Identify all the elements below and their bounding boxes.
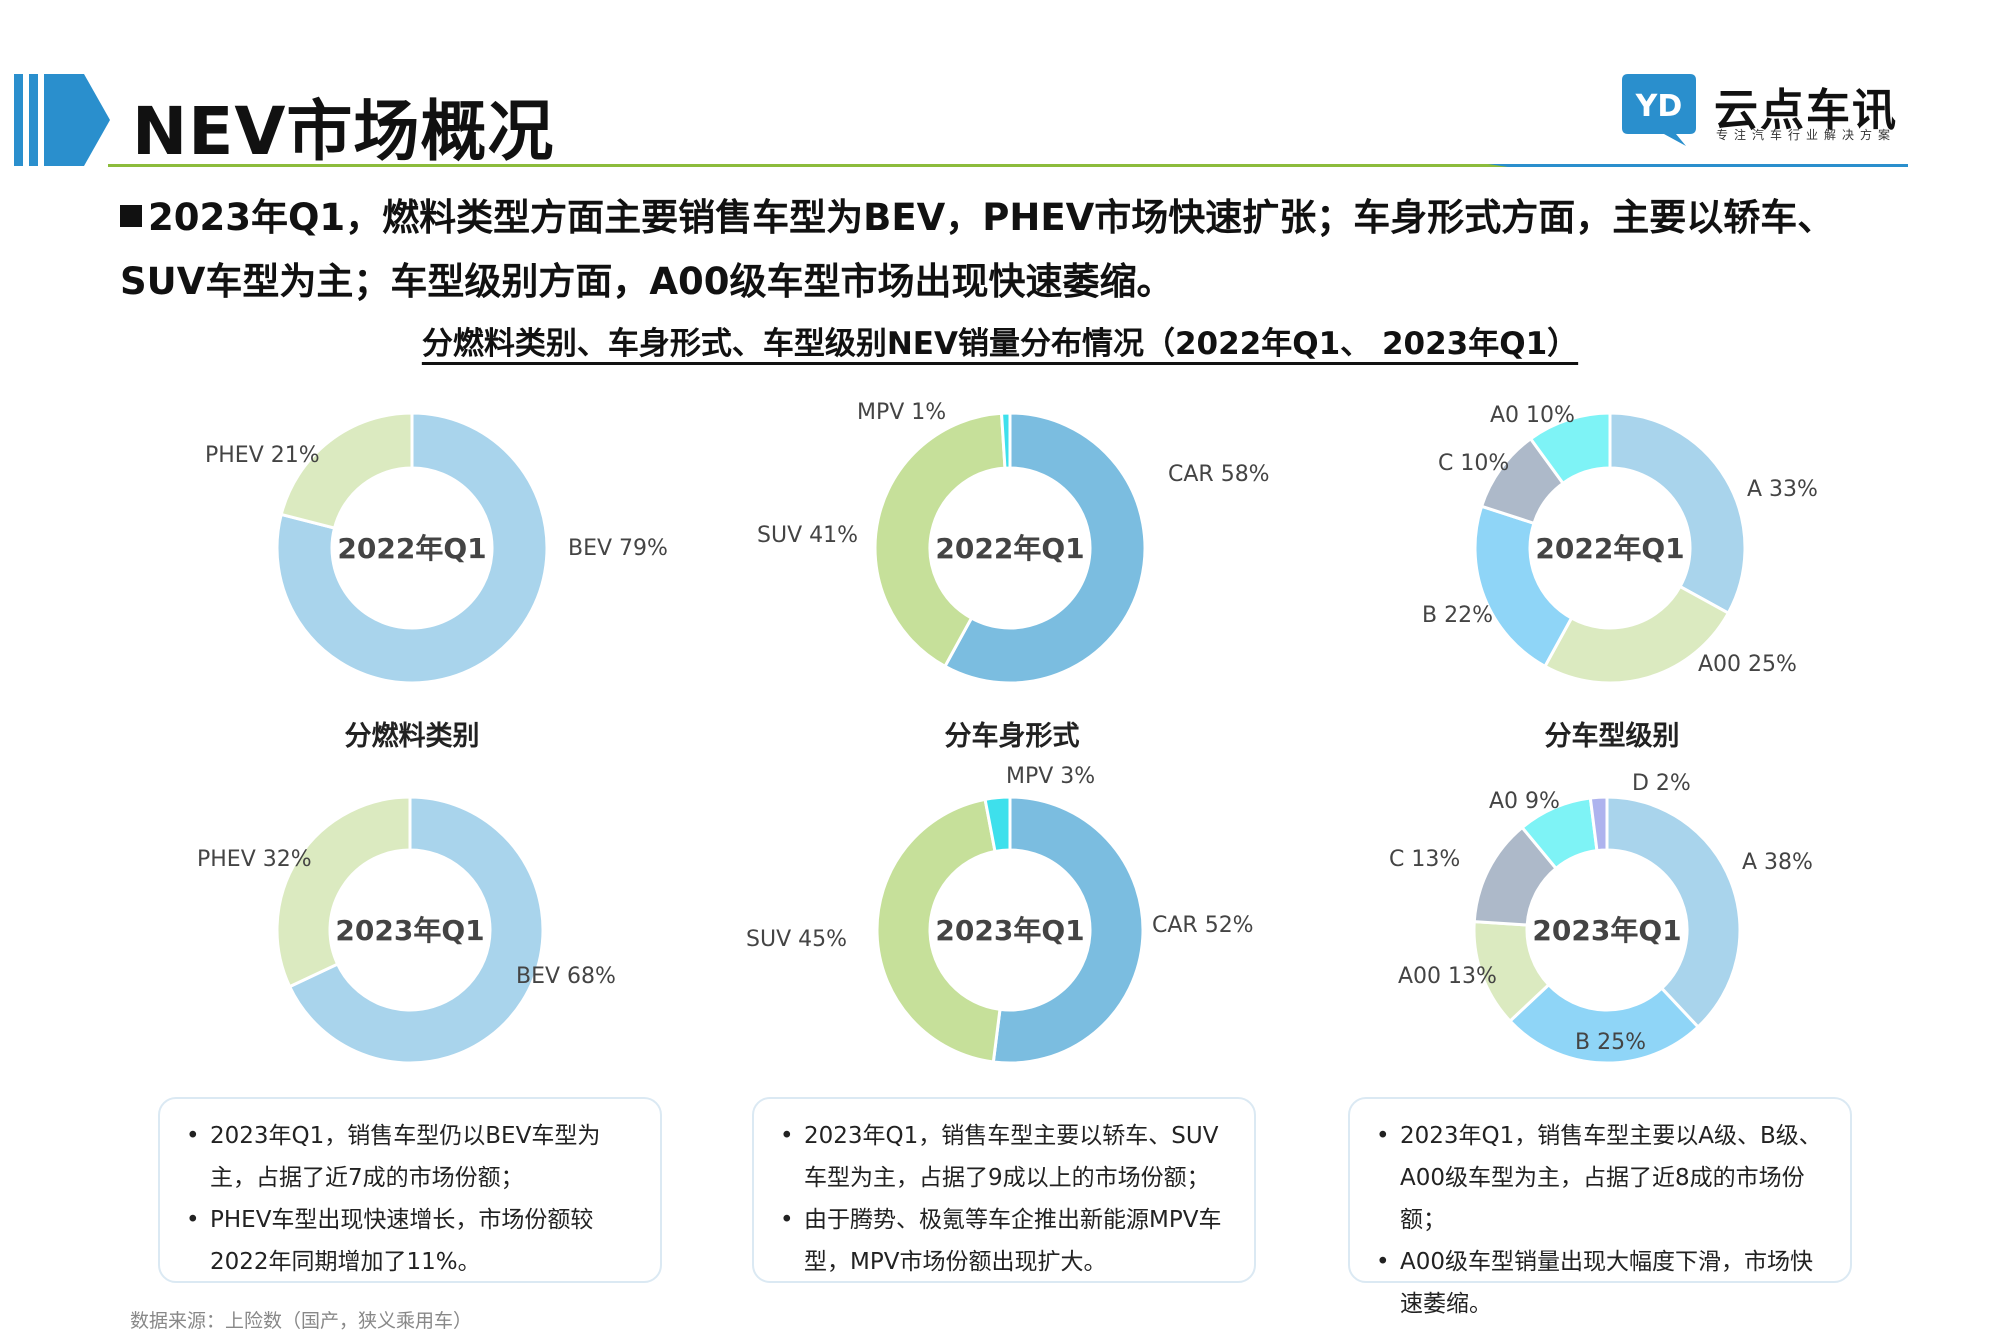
slice-label-a0: A0 9% xyxy=(1489,789,1560,814)
figure-title: 分燃料类别、车身形式、车型级别NEV销量分布情况（2022年Q1、 2023年Q… xyxy=(0,318,2000,363)
note-item: 2023年Q1，销售车型主要以轿车、SUV车型为主，占据了9成以上的市场份额； xyxy=(780,1115,1236,1199)
brand-logo-text: YD xyxy=(1635,89,1683,124)
donut-center-label: 2022年Q1 xyxy=(337,532,486,565)
donut-slice-d xyxy=(1588,795,1609,853)
slice-label-c: C 10% xyxy=(1438,451,1509,476)
slice-label-suv: SUV 45% xyxy=(746,927,847,952)
donut-slice-a0 xyxy=(1528,411,1612,486)
slice-label-a: A 33% xyxy=(1747,477,1818,502)
donut-center-label: 2022年Q1 xyxy=(935,532,1084,565)
header-decoration xyxy=(14,74,110,166)
donut-center-label: 2023年Q1 xyxy=(1532,914,1681,947)
slice-label-d: D 2% xyxy=(1632,771,1691,796)
header-divider xyxy=(108,164,1908,167)
donut-slice-suv xyxy=(875,797,1002,1064)
donut-slice-b xyxy=(1473,504,1574,669)
donut-slice-car xyxy=(991,795,1145,1065)
group-title: 分车身形式 xyxy=(945,720,1080,752)
slice-label-c: C 13% xyxy=(1389,847,1460,872)
donut-slice-bev xyxy=(275,411,549,685)
note-item: PHEV车型出现快速增长，市场份额较2022年同期增加了11%。 xyxy=(186,1199,642,1283)
donut-center-label: 2023年Q1 xyxy=(935,914,1084,947)
slice-label-mpv: MPV 1% xyxy=(857,400,946,425)
note-item: A00级车型销量出现大幅度下滑，市场快速萎缩。 xyxy=(1376,1241,1832,1325)
slice-label-a00: A00 25% xyxy=(1698,652,1797,677)
donut-slice-a00 xyxy=(1542,584,1731,685)
note-item: 2023年Q1，销售车型仍以BEV车型为主，占据了近7成的市场份额； xyxy=(186,1115,642,1199)
slice-label-a0: A0 10% xyxy=(1490,403,1575,428)
slice-label-b: B 22% xyxy=(1422,603,1493,628)
note-card-class: 2023年Q1，销售车型主要以A级、B级、A00级车型为主，占据了近8成的市场份… xyxy=(1348,1097,1852,1317)
donut-slice-phev xyxy=(275,795,412,989)
donut-slice-bev xyxy=(287,795,545,1065)
donut-slice-a xyxy=(1605,795,1742,1030)
brand-tagline: 专注汽车行业解决方案 xyxy=(1716,128,1897,142)
slice-label-suv: SUV 41% xyxy=(757,523,858,548)
slice-label-a: A 38% xyxy=(1742,850,1813,875)
donut-chart-3: 2022年Q1 A 33% A00 25% B 22% C 10% A0 10% xyxy=(1422,403,1818,685)
donut-slice-mpv xyxy=(999,411,1012,470)
data-source: 数据来源：上险数（国产，狭义乘用车） xyxy=(130,1310,473,1332)
donut-slice-b xyxy=(1507,982,1701,1065)
slice-label-a00: A00 13% xyxy=(1398,964,1497,989)
donut-chart-6: 2023年Q1 A 38% B 25% A00 13% C 13% A0 9% D 2% xyxy=(1389,771,1813,1065)
group-title: 分燃料类别 xyxy=(345,721,480,752)
summary-text: 2023年Q1，燃料类型方面主要销售车型为BEV，PHEV市场快速扩张；车身形式… xyxy=(120,196,1835,303)
slice-label-bev: BEV 68% xyxy=(516,964,616,989)
slice-label-car: CAR 58% xyxy=(1168,462,1270,487)
slice-label-phev: PHEV 21% xyxy=(205,443,320,468)
donut-slice-mpv xyxy=(983,795,1012,854)
page-title: NEV市场概况 xyxy=(132,93,555,170)
group-title: 分车型级别 xyxy=(1545,720,1680,752)
slice-label-mpv: MPV 3% xyxy=(1006,764,1095,789)
donut-slice-a xyxy=(1608,411,1747,616)
donut-chart-4: 2023年Q1 BEV 68% PHEV 32% xyxy=(197,795,616,1065)
brand-name: 云点车讯 xyxy=(1714,85,1898,136)
slice-label-phev: PHEV 32% xyxy=(197,847,312,872)
note-item: 由于腾势、极氪等车企推出新能源MPV车型，MPV市场份额出现扩大。 xyxy=(780,1199,1236,1283)
donut-slice-suv xyxy=(873,411,1007,669)
slice-label-b: B 25% xyxy=(1575,1030,1646,1055)
slice-label-car: CAR 52% xyxy=(1152,913,1254,938)
figure-title-text: 分燃料类别、车身形式、车型级别NEV销量分布情况（2022年Q1、 2023年Q… xyxy=(421,326,1579,362)
donut-center-label: 2023年Q1 xyxy=(335,914,484,947)
summary-paragraph: 2023年Q1，燃料类型方面主要销售车型为BEV，PHEV市场快速扩张；车身形式… xyxy=(120,186,1880,314)
donut-slice-car xyxy=(942,411,1147,685)
donut-chart-2: 2022年Q1 CAR 58% SUV 41% MPV 1% xyxy=(757,400,1270,685)
note-card-fuel: 2023年Q1，销售车型仍以BEV车型为主，占据了近7成的市场份额； PHEV车… xyxy=(158,1097,662,1283)
donut-chart-5: 2023年Q1 CAR 52% SUV 45% MPV 3% xyxy=(746,764,1254,1065)
donut-center-label: 2022年Q1 xyxy=(1535,532,1684,565)
note-item: 2023年Q1，销售车型主要以A级、B级、A00级车型为主，占据了近8成的市场份… xyxy=(1376,1115,1832,1241)
donut-chart-1: 2022年Q1 BEV 79% PHEV 21% xyxy=(205,411,668,685)
brand-logo-icon: YD xyxy=(1622,74,1696,146)
donut-slice-phev xyxy=(279,411,414,530)
slice-label-bev: BEV 79% xyxy=(568,536,668,561)
note-card-body: 2023年Q1，销售车型主要以轿车、SUV车型为主，占据了9成以上的市场份额； … xyxy=(752,1097,1256,1283)
bullet-square-icon xyxy=(120,204,142,227)
